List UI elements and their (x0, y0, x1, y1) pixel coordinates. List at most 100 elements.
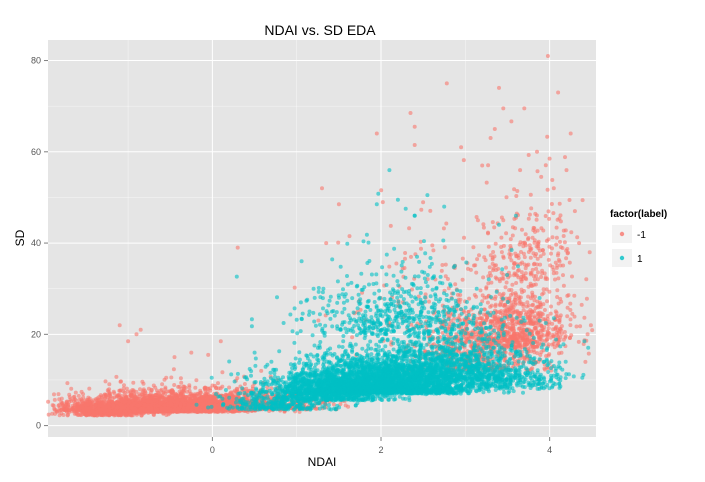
data-point (505, 339, 510, 344)
data-point (242, 382, 247, 386)
data-point (544, 354, 549, 358)
data-point (164, 413, 169, 417)
data-point (486, 281, 491, 286)
data-point (541, 287, 546, 292)
data-point (521, 308, 526, 313)
data-point (187, 383, 192, 388)
data-point (59, 411, 64, 416)
data-point (148, 390, 153, 395)
data-point (544, 337, 549, 342)
data-point (83, 398, 88, 403)
data-point (486, 244, 491, 249)
data-point (524, 304, 529, 309)
data-point (530, 235, 535, 240)
data-point (138, 387, 142, 392)
data-point (504, 231, 509, 236)
data-point (501, 254, 506, 259)
data-point (511, 265, 516, 270)
data-point (543, 214, 548, 218)
data-point (549, 251, 553, 256)
data-point (549, 202, 554, 206)
data-point (553, 326, 558, 330)
data-point (529, 206, 534, 211)
data-point (163, 385, 168, 390)
data-point (100, 401, 105, 405)
data-point (554, 225, 559, 230)
data-point (584, 296, 589, 301)
data-point (168, 407, 173, 412)
data-point (582, 315, 587, 320)
data-point (546, 209, 551, 214)
data-point (513, 295, 518, 300)
data-point (563, 155, 567, 160)
data-point (525, 300, 530, 305)
data-point (568, 301, 573, 306)
data-point (134, 389, 139, 394)
data-point (559, 328, 564, 333)
data-point (151, 383, 156, 388)
data-point (484, 286, 489, 291)
data-point (551, 334, 556, 339)
data-point (151, 413, 156, 417)
data-point (56, 392, 61, 397)
data-point (146, 410, 151, 415)
data-point (556, 276, 561, 281)
data-point (125, 407, 130, 412)
data-point (557, 338, 562, 343)
data-point (129, 413, 133, 418)
data-point (244, 386, 249, 391)
data-point (583, 359, 588, 364)
data-point (137, 392, 142, 397)
data-point (524, 342, 529, 347)
data-point (185, 389, 190, 394)
data-point (504, 265, 508, 270)
data-point (220, 384, 225, 389)
data-point (80, 398, 85, 403)
data-point (66, 412, 70, 417)
data-point (558, 313, 563, 318)
data-point (460, 256, 465, 261)
data-point (440, 263, 445, 267)
chart-title: NDAI vs. SD EDA (264, 22, 376, 38)
data-point (227, 385, 232, 390)
data-point (531, 344, 536, 349)
data-point (118, 388, 123, 393)
data-point (517, 326, 522, 331)
data-point (576, 339, 581, 344)
data-point (498, 302, 503, 307)
data-point (93, 397, 98, 402)
data-point (547, 289, 552, 294)
data-point (522, 255, 527, 260)
data-point (561, 283, 566, 288)
data-point (331, 402, 336, 407)
data-point (172, 383, 177, 387)
data-point (508, 237, 513, 242)
data-point (557, 318, 562, 323)
data-point (108, 394, 113, 399)
data-point (536, 335, 541, 340)
data-point (563, 334, 568, 338)
data-point (557, 351, 561, 356)
data-point (536, 330, 541, 335)
data-point (562, 240, 567, 245)
data-point (57, 403, 62, 407)
data-point (146, 394, 151, 399)
data-point (538, 305, 543, 309)
data-point (81, 392, 86, 397)
data-point (165, 406, 170, 411)
data-point (122, 383, 126, 388)
data-point (514, 254, 519, 258)
data-point (63, 406, 68, 411)
data-point (510, 322, 515, 327)
data-point (535, 323, 540, 328)
data-point (519, 270, 524, 275)
data-point (213, 397, 218, 402)
data-point (350, 335, 355, 340)
data-point (46, 412, 51, 417)
data-point (493, 241, 498, 246)
data-point (71, 395, 76, 400)
data-point (160, 382, 165, 387)
data-point (580, 198, 585, 203)
data-point (208, 388, 213, 393)
data-point (530, 290, 535, 295)
